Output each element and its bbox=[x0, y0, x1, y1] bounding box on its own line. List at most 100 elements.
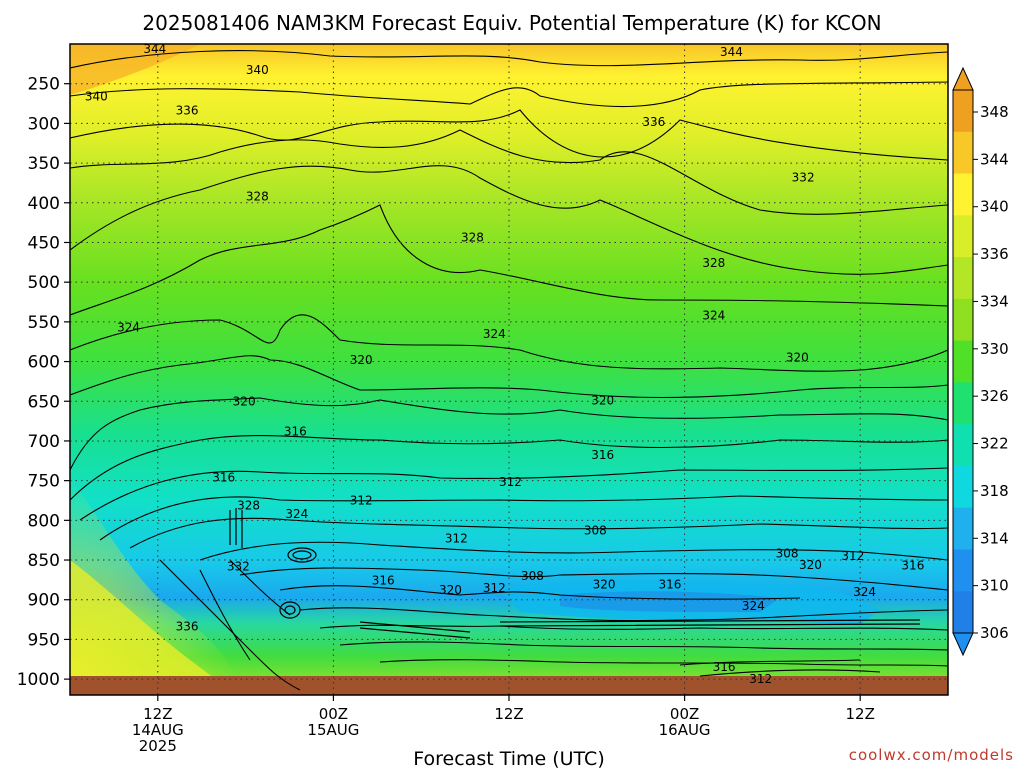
y-tick-label: 950 bbox=[28, 630, 60, 650]
contour-label: 312 bbox=[483, 581, 506, 595]
contour-label: 320 bbox=[591, 393, 614, 407]
contour-label: 340 bbox=[246, 63, 269, 77]
contour-label: 316 bbox=[372, 574, 395, 588]
contour-label: 336 bbox=[176, 620, 199, 634]
contour-label: 340 bbox=[85, 89, 108, 103]
contour-labels: 344 344 340 340 336 336 332 328 328 328 324 324 324 3… bbox=[85, 42, 924, 686]
contour-label: 312 bbox=[841, 549, 864, 563]
contour-label: 324 bbox=[702, 309, 725, 323]
colorbar-tick-label: 326 bbox=[980, 387, 1009, 405]
colorbar-swatch bbox=[953, 382, 973, 425]
contour-label: 316 bbox=[713, 660, 736, 674]
contour-label: 344 bbox=[143, 42, 166, 56]
contour-label: 308 bbox=[521, 569, 544, 583]
y-tick-label: 250 bbox=[28, 75, 60, 95]
y-grid bbox=[70, 83, 948, 680]
contour-label: 316 bbox=[591, 448, 614, 462]
y-tick-label: 450 bbox=[28, 233, 60, 253]
colorbar-swatch bbox=[953, 257, 973, 300]
colorbar-frame bbox=[952, 89, 974, 634]
colorbar-swatch bbox=[953, 131, 973, 175]
contour-clusters bbox=[229, 508, 921, 639]
contour-label: 324 bbox=[117, 320, 140, 334]
colorbar-swatch bbox=[953, 507, 973, 550]
contour-label: 324 bbox=[483, 327, 506, 341]
colorbar-swatch bbox=[953, 90, 973, 133]
colorbar-swatch bbox=[953, 298, 973, 342]
contour-label: 320 bbox=[799, 558, 822, 572]
x-tick-label: 00Z bbox=[319, 705, 348, 723]
contour-lines bbox=[70, 50, 948, 691]
x-tick-label: 2025 bbox=[139, 737, 177, 755]
y-tick-label: 500 bbox=[28, 273, 60, 293]
contour-label: 328 bbox=[461, 231, 484, 245]
contour-label: 316 bbox=[284, 424, 307, 438]
contour-label: 316 bbox=[659, 578, 682, 592]
colorbar-swatch bbox=[953, 173, 973, 216]
x-tick-label: 15AUG bbox=[307, 721, 359, 739]
contour-label: 328 bbox=[237, 498, 260, 512]
colorbar-tick-label: 340 bbox=[980, 198, 1009, 216]
colorbar-tick-label: 318 bbox=[980, 482, 1009, 500]
contour-label: 324 bbox=[742, 599, 765, 613]
colorbar-tick-label: 330 bbox=[980, 340, 1009, 358]
contour-label: 320 bbox=[593, 578, 616, 592]
contour-label: 316 bbox=[901, 559, 924, 573]
chart-title: 2025081406 NAM3KM Forecast Equiv. Potent… bbox=[142, 11, 881, 35]
contour-label: 320 bbox=[233, 394, 256, 408]
contour-label: 344 bbox=[720, 45, 743, 59]
x-grid bbox=[157, 44, 861, 695]
y-tick-label: 350 bbox=[28, 154, 60, 174]
y-axis: 250 300 350 400 450 500 550 600 650 700 750 800 850 9… bbox=[17, 75, 70, 690]
x-tick-label: 00Z bbox=[670, 705, 699, 723]
credit-text: coolwx.com/models bbox=[849, 746, 1014, 764]
colorbar-tick-label: 348 bbox=[980, 103, 1009, 121]
colorbar-tick-label: 306 bbox=[980, 624, 1009, 642]
y-tick-label: 600 bbox=[28, 353, 60, 373]
colorbar-top-arrow bbox=[952, 66, 974, 91]
contour-label: 312 bbox=[749, 672, 772, 686]
y-tick-label: 800 bbox=[28, 511, 60, 531]
contour-label: 328 bbox=[702, 256, 725, 270]
colorbar-bottom-arrow bbox=[952, 632, 974, 657]
y-tick-label: 850 bbox=[28, 551, 60, 571]
y-tick-label: 750 bbox=[28, 472, 60, 492]
x-axis-label: Forecast Time (UTC) bbox=[413, 748, 604, 768]
colorbar-tick-label: 322 bbox=[980, 435, 1009, 453]
contour-label: 316 bbox=[212, 470, 235, 484]
contour-label: 308 bbox=[584, 524, 607, 538]
y-tick-label: 900 bbox=[28, 591, 60, 611]
colorbar-swatch bbox=[953, 549, 973, 592]
contour-label: 332 bbox=[792, 170, 815, 184]
colorbar-swatch bbox=[953, 465, 973, 509]
y-tick-label: 550 bbox=[28, 313, 60, 333]
y-tick-label: 650 bbox=[28, 392, 60, 412]
x-tick-label: 12Z bbox=[846, 705, 875, 723]
y-tick-label: 1000 bbox=[17, 670, 60, 690]
colorbar-tick-label: 314 bbox=[980, 529, 1009, 547]
contour-label: 332 bbox=[227, 559, 250, 573]
contour-label: 336 bbox=[642, 115, 665, 129]
contour-label: 336 bbox=[176, 104, 199, 118]
y-tick-label: 300 bbox=[28, 114, 60, 134]
contour-label: 312 bbox=[499, 475, 522, 489]
colorbar-tick-label: 336 bbox=[980, 245, 1009, 263]
contour-label: 328 bbox=[246, 189, 269, 203]
contour-label: 312 bbox=[445, 532, 468, 546]
contour-label: 320 bbox=[350, 353, 373, 367]
contour-label: 324 bbox=[853, 585, 876, 599]
contour-label: 320 bbox=[439, 583, 462, 597]
colorbar-swatch bbox=[953, 424, 973, 467]
colorbar-tick-label: 310 bbox=[980, 577, 1009, 595]
colorbar: 348 344 340 336 334 330 326 322 318 314 310 306 bbox=[952, 66, 1009, 657]
contour-label: 308 bbox=[776, 547, 799, 561]
colorbar-swatch bbox=[953, 215, 973, 258]
x-tick-label: 16AUG bbox=[659, 721, 711, 739]
colorbar-tick-label: 344 bbox=[980, 150, 1009, 168]
y-tick-label: 700 bbox=[28, 432, 60, 452]
x-tick-label: 12Z bbox=[143, 705, 172, 723]
x-tick-label: 12Z bbox=[494, 705, 523, 723]
colorbar-swatch bbox=[953, 340, 973, 383]
colorbar-swatch bbox=[953, 591, 973, 634]
